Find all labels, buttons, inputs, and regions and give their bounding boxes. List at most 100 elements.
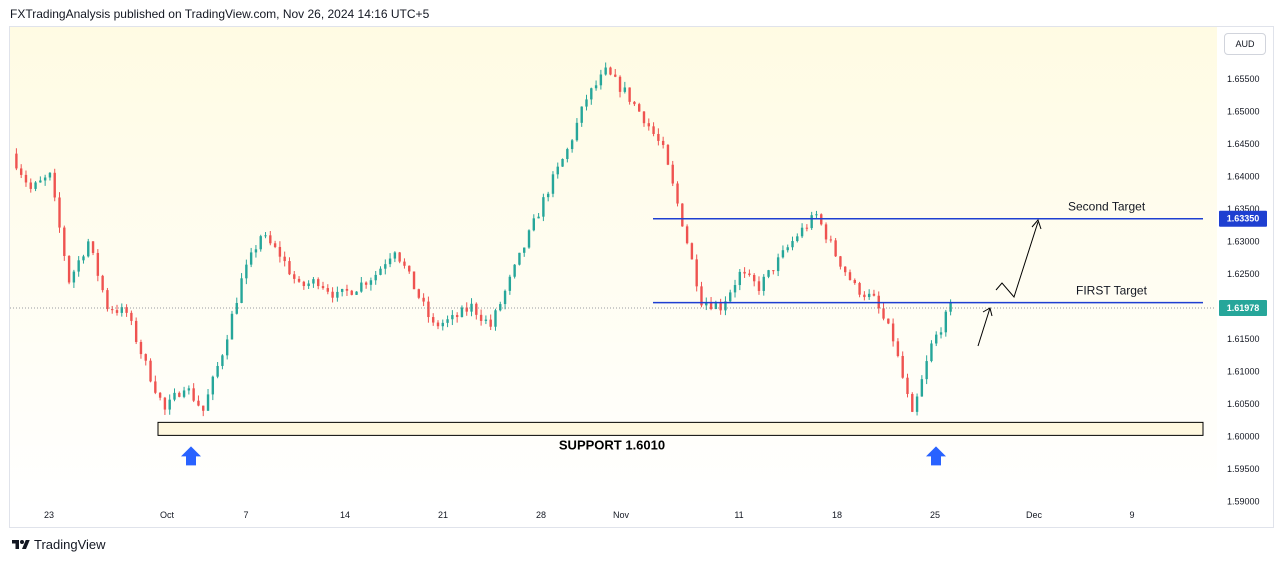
- candle-body: [293, 274, 296, 279]
- candle-body: [91, 241, 95, 253]
- candle: [446, 315, 449, 328]
- candle-body: [772, 270, 775, 272]
- candle: [158, 391, 162, 401]
- currency-button[interactable]: AUD: [1224, 33, 1266, 55]
- candle: [340, 288, 344, 297]
- candle-body: [350, 290, 353, 295]
- candle-body: [369, 280, 373, 285]
- candle-body: [158, 392, 162, 398]
- candle-body: [489, 319, 492, 327]
- time-tick-label: 7: [243, 510, 248, 520]
- price-tick-label: 1.61500: [1227, 334, 1260, 344]
- candle-body: [561, 158, 564, 167]
- price-tick-label: 1.61000: [1227, 367, 1260, 377]
- candle: [762, 274, 765, 296]
- candle: [317, 277, 320, 290]
- candle: [455, 312, 459, 323]
- candle-body: [839, 256, 842, 267]
- candle-body: [178, 392, 181, 397]
- candle-body: [925, 361, 928, 380]
- candle: [293, 271, 296, 284]
- candle: [72, 269, 76, 288]
- candle: [896, 338, 900, 358]
- candle-body: [499, 304, 502, 311]
- price-tick-label: 1.64500: [1227, 139, 1260, 149]
- price-tag-bg: [1219, 210, 1267, 227]
- price-tick-label: 1.62500: [1227, 269, 1260, 279]
- price-axis: 1.65500 1.65000 1.64500 1.64000 1.63500 1.630…: [1219, 74, 1267, 507]
- candle: [106, 287, 109, 312]
- candle: [278, 241, 282, 263]
- candle: [82, 254, 85, 264]
- candle-body: [719, 303, 722, 311]
- candle-body: [599, 74, 603, 86]
- candle: [494, 308, 497, 331]
- candle-body: [623, 87, 627, 92]
- candle-body: [863, 294, 866, 298]
- candle-body: [887, 318, 890, 324]
- candle-body: [101, 275, 104, 291]
- candle-body: [417, 289, 421, 298]
- candle-body: [762, 276, 765, 291]
- candle-body: [527, 230, 531, 248]
- candle: [848, 269, 852, 281]
- candle-body: [225, 339, 229, 356]
- candle-body: [144, 354, 147, 361]
- candle-body: [326, 288, 329, 292]
- candle-body: [872, 293, 876, 296]
- candle: [925, 355, 928, 385]
- candle: [561, 158, 564, 167]
- candle-body: [115, 310, 119, 313]
- candle: [139, 339, 143, 359]
- candle: [475, 302, 478, 320]
- candle-body: [729, 292, 732, 302]
- candle-body: [743, 271, 746, 274]
- candle: [245, 259, 248, 285]
- candle: [685, 224, 689, 245]
- candle: [48, 172, 52, 181]
- candle-body: [163, 397, 167, 410]
- candle: [115, 304, 119, 316]
- candle-body: [752, 275, 756, 282]
- candle: [39, 176, 42, 183]
- candle: [805, 224, 809, 232]
- candle: [542, 193, 545, 222]
- candle-body: [278, 246, 282, 257]
- time-tick-label: 28: [536, 510, 546, 520]
- candle: [91, 241, 95, 256]
- candle: [259, 234, 262, 252]
- candle-body: [245, 264, 248, 279]
- candle: [566, 147, 569, 163]
- candle: [729, 289, 732, 304]
- candle-body: [604, 67, 607, 75]
- candle-body: [484, 319, 488, 321]
- arrow-head-icon: [982, 307, 993, 317]
- candle: [465, 302, 468, 316]
- candle-body: [82, 256, 85, 261]
- candle: [834, 238, 837, 258]
- candle-body: [408, 265, 411, 272]
- candles-layer: [15, 62, 952, 417]
- candle-body: [331, 291, 334, 298]
- candle-body: [273, 243, 277, 247]
- candle: [388, 253, 392, 268]
- candle: [867, 289, 871, 300]
- candle-body: [53, 172, 56, 198]
- candle: [163, 396, 167, 415]
- candle: [944, 309, 948, 337]
- candle-body: [67, 255, 71, 283]
- candle: [815, 210, 818, 219]
- candle-body: [173, 392, 176, 400]
- candle-body: [288, 261, 291, 275]
- candle-body: [479, 314, 483, 321]
- candle-body: [867, 293, 871, 298]
- price-tag-label: 1.61978: [1227, 303, 1260, 313]
- tradingview-footer[interactable]: TradingView: [10, 537, 106, 552]
- tradingview-brand: TradingView: [34, 537, 106, 552]
- price-tick-label: 1.64000: [1227, 171, 1260, 181]
- candle-body: [800, 227, 804, 237]
- candle: [427, 296, 430, 323]
- candle-body: [374, 274, 377, 281]
- candle: [235, 297, 238, 315]
